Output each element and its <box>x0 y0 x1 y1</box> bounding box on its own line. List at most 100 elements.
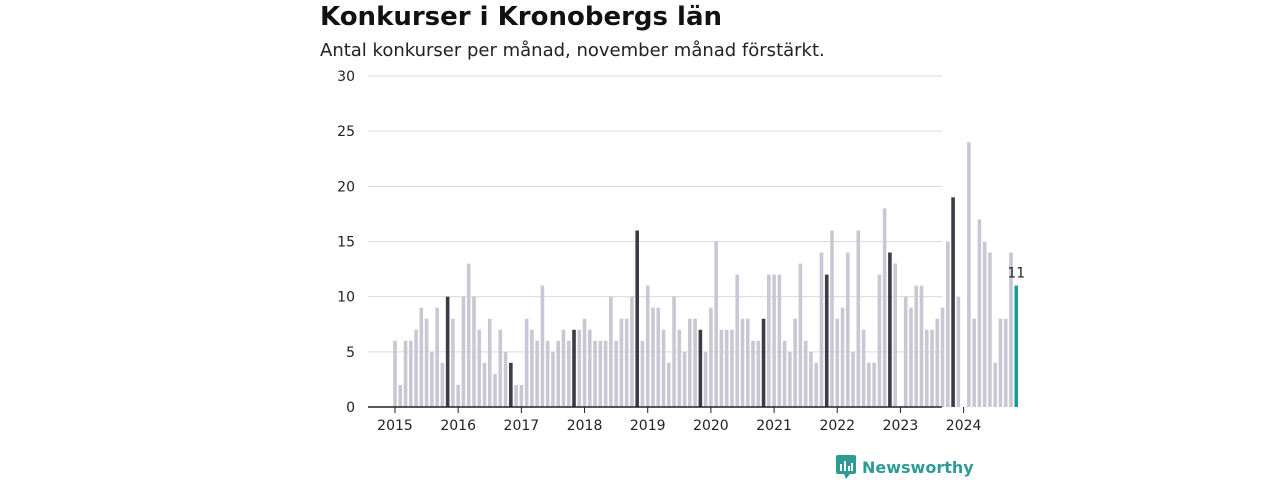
bar <box>651 307 655 407</box>
bar <box>1003 318 1008 407</box>
bar <box>577 329 582 407</box>
bar <box>572 329 576 407</box>
bar <box>609 296 613 407</box>
bar <box>393 340 397 407</box>
x-tick-label: 2022 <box>819 418 855 434</box>
y-tick-label: 0 <box>346 400 355 416</box>
bar <box>640 340 645 407</box>
x-tick-label: 2016 <box>440 418 476 434</box>
bar <box>698 329 703 407</box>
chart-title: Konkurser i Kronobergs län <box>320 2 723 32</box>
y-tick-label: 10 <box>337 290 355 306</box>
bar <box>419 307 424 407</box>
x-tick-label: 2019 <box>630 418 666 434</box>
x-tick-label: 2023 <box>883 418 919 434</box>
bar <box>677 329 682 407</box>
bar <box>798 263 803 407</box>
bar <box>988 252 992 407</box>
bar <box>403 340 408 407</box>
bar <box>503 351 508 407</box>
bar <box>909 307 913 407</box>
bar <box>1014 285 1019 407</box>
bar <box>924 329 929 407</box>
y-tick-label: 30 <box>337 69 355 85</box>
bar <box>761 318 766 407</box>
bar <box>772 274 776 407</box>
bar <box>935 318 940 407</box>
bar <box>967 142 971 407</box>
bar <box>566 340 571 407</box>
bar <box>593 340 597 407</box>
bar <box>835 318 840 407</box>
bar <box>809 351 813 407</box>
bar <box>540 285 545 407</box>
bar <box>614 340 618 407</box>
bars <box>393 142 1019 407</box>
bar <box>819 252 824 407</box>
bar <box>930 329 934 407</box>
x-tick-label: 2017 <box>504 418 540 434</box>
brand-logo[interactable]: Newsworthy <box>836 454 974 480</box>
bar <box>982 241 987 407</box>
bar <box>867 362 871 407</box>
bar <box>666 362 671 407</box>
bar <box>893 263 897 407</box>
bar <box>888 252 892 407</box>
bar <box>619 318 624 407</box>
newsworthy-logo-icon <box>836 455 856 479</box>
y-tick-label: 25 <box>337 124 355 140</box>
bar <box>556 340 561 407</box>
bar <box>624 318 629 407</box>
bar <box>793 318 797 407</box>
bar <box>409 340 413 407</box>
bar <box>709 307 713 407</box>
bar <box>824 274 829 407</box>
bar <box>719 329 724 407</box>
bar <box>882 208 887 407</box>
bar <box>477 329 482 407</box>
gridlines <box>368 75 942 353</box>
bar <box>756 340 761 407</box>
data-labels: 11 <box>1007 266 1025 282</box>
bar <box>519 384 524 407</box>
y-tick-label: 5 <box>346 345 355 361</box>
bar <box>645 285 650 407</box>
bar <box>903 296 908 407</box>
bar <box>730 329 734 407</box>
bar <box>693 318 697 407</box>
bar <box>956 296 961 407</box>
bar <box>561 329 566 407</box>
bar <box>777 274 782 407</box>
bar <box>451 318 455 407</box>
bar <box>545 340 550 407</box>
bar <box>782 340 787 407</box>
bar <box>445 296 450 407</box>
bar <box>630 296 634 407</box>
bar <box>946 241 950 407</box>
bar <box>1009 252 1013 407</box>
bar <box>861 329 866 407</box>
bar <box>940 307 945 407</box>
bar <box>498 329 503 407</box>
bar <box>851 351 855 407</box>
bar <box>977 219 982 407</box>
bar <box>751 340 755 407</box>
bar <box>672 296 676 407</box>
bar <box>535 340 539 407</box>
bar <box>914 285 919 407</box>
bar <box>872 362 876 407</box>
bar <box>456 384 460 407</box>
bar <box>482 362 487 407</box>
bar <box>582 318 587 407</box>
bar <box>682 351 687 407</box>
y-axis: 0 5 10 15 20 25 30 <box>337 69 355 416</box>
bar <box>993 362 998 407</box>
x-tick-label: 2018 <box>567 418 603 434</box>
bar <box>493 373 497 407</box>
bar <box>724 329 729 407</box>
bar <box>830 230 834 407</box>
bar <box>524 318 529 407</box>
bar <box>398 384 403 407</box>
bar <box>740 318 745 407</box>
bar <box>466 263 471 407</box>
